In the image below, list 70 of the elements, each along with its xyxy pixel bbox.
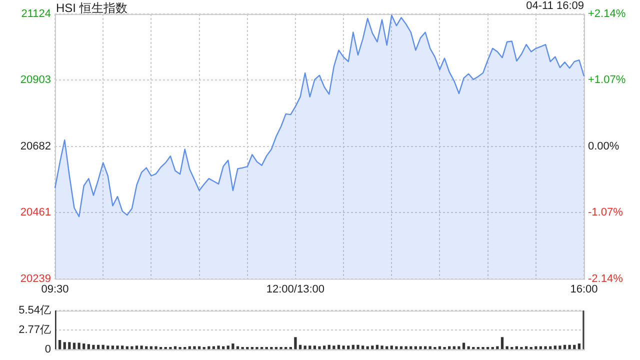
- bar: [58, 340, 62, 350]
- bar: [443, 346, 446, 350]
- bar: [82, 343, 86, 350]
- bar: [232, 343, 234, 350]
- bar: [121, 346, 124, 350]
- bar: [241, 346, 244, 350]
- bar: [280, 346, 282, 350]
- bar: [308, 346, 312, 350]
- bar: [318, 346, 321, 350]
- bar: [304, 346, 306, 350]
- bar: [92, 344, 95, 350]
- bar: [116, 346, 119, 350]
- bar: [506, 346, 508, 350]
- bar: [226, 346, 230, 350]
- y2-tick-label: -1.07%: [588, 206, 624, 219]
- bar: [68, 342, 71, 350]
- bar: [380, 346, 384, 350]
- y-tick-label: 20682: [20, 140, 51, 152]
- bar: [458, 346, 460, 350]
- bar: [322, 346, 326, 350]
- bar: [371, 346, 374, 350]
- bar: [404, 346, 408, 350]
- bar: [419, 346, 422, 350]
- y2-tick-label: +2.14%: [588, 8, 626, 20]
- bar: [578, 343, 581, 350]
- bar: [135, 346, 138, 350]
- bar: [568, 344, 571, 350]
- bar: [496, 346, 499, 350]
- bar: [140, 346, 143, 350]
- bar: [395, 346, 398, 350]
- bar: [332, 346, 336, 350]
- bar: [178, 346, 182, 350]
- y-tick-label: 20903: [20, 74, 51, 86]
- bar: [111, 346, 114, 350]
- y2-tick-label: +1.07%: [588, 74, 626, 86]
- y-tick-label: 21124: [21, 8, 51, 20]
- bar: [482, 346, 484, 350]
- y2-tick-label: -2.14%: [588, 272, 624, 285]
- bar: [558, 346, 562, 350]
- bar: [63, 342, 66, 350]
- bar: [294, 337, 297, 350]
- bar: [554, 346, 556, 350]
- bar: [342, 346, 345, 350]
- bar: [154, 346, 158, 350]
- bar: [347, 346, 350, 350]
- bar: [106, 346, 110, 350]
- bar: [500, 337, 504, 350]
- chart-title: HSI 恒生指数: [56, 0, 128, 17]
- y-tick-label: 5.54亿: [18, 304, 51, 317]
- bar: [356, 344, 360, 350]
- x-tick-label: 16:00: [570, 283, 598, 296]
- y-tick-label: 0: [44, 343, 51, 356]
- bar: [87, 344, 90, 350]
- bar: [390, 346, 393, 350]
- bar: [520, 346, 523, 350]
- y-tick-label: 20239: [20, 272, 51, 285]
- bar: [313, 346, 316, 350]
- x-tick-label: 12:00/13:00: [266, 283, 325, 296]
- bar: [544, 346, 547, 350]
- x-tick-label: 09:30: [41, 283, 69, 296]
- text: 04-11 16:09: [526, 0, 584, 12]
- bar: [193, 346, 196, 350]
- y-tick-label: 2.77亿: [18, 324, 51, 336]
- y2-tick-label: 0.00%: [588, 140, 620, 152]
- bar: [78, 342, 80, 350]
- bar: [217, 346, 220, 350]
- bar: [256, 346, 258, 350]
- bar: [130, 346, 134, 350]
- bar: [361, 346, 364, 350]
- y-tick-label: 20461: [20, 206, 51, 218]
